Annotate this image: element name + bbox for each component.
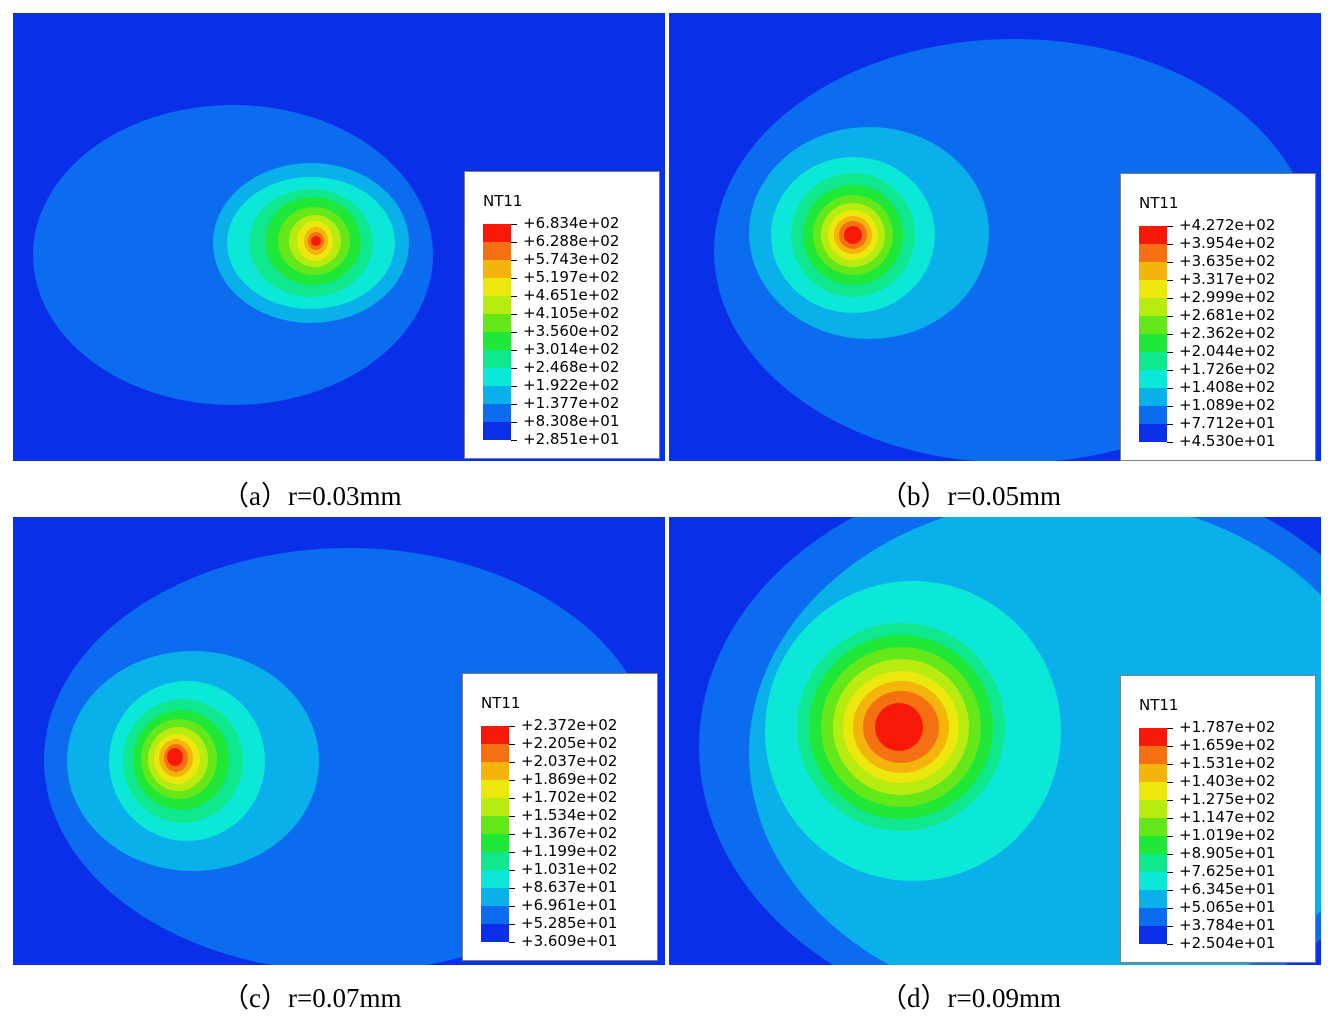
legend-value: +1.019e+02 <box>1179 826 1276 844</box>
legend-value: +1.147e+02 <box>1179 808 1276 826</box>
temperature-field-a <box>33 105 433 405</box>
legend-value: +1.275e+02 <box>1179 790 1276 808</box>
legend-labels: +2.372e+02 +2.205e+02 +2.037e+02 +1.869e… <box>521 716 617 950</box>
legend-value: +2.504e+01 <box>1179 934 1276 952</box>
legend-value: +1.702e+02 <box>521 788 618 806</box>
legend-value: +4.651e+02 <box>523 286 620 304</box>
legend-labels: +4.272e+02 +3.954e+02 +3.635e+02 +3.317e… <box>1179 216 1275 450</box>
legend-title: NT11 <box>481 694 521 712</box>
legend-value: +1.787e+02 <box>1179 718 1276 736</box>
legend-value: +1.659e+02 <box>1179 736 1276 754</box>
legend-value: +1.367e+02 <box>521 824 618 842</box>
contour-panel-b: NT11 +4.272e+02 +3.954e+02 +3.635e+02 +3… <box>669 13 1321 461</box>
legend-value: +3.635e+02 <box>1179 252 1276 270</box>
caption-d: （d）r=0.09mm <box>880 983 1061 1013</box>
legend-b: NT11 +4.272e+02 +3.954e+02 +3.635e+02 +3… <box>1120 173 1316 461</box>
legend-value: +4.530e+01 <box>1179 432 1276 450</box>
legend-value: +2.999e+02 <box>1179 288 1276 306</box>
legend-value: +8.905e+01 <box>1179 844 1276 862</box>
legend-value: +1.403e+02 <box>1179 772 1276 790</box>
legend-value: +5.065e+01 <box>1179 898 1276 916</box>
legend-title: NT11 <box>483 192 523 210</box>
caption-a: （a）r=0.03mm <box>222 481 402 511</box>
legend-value: +5.197e+02 <box>523 268 620 286</box>
legend-value: +2.851e+01 <box>523 430 620 448</box>
legend-value: +6.288e+02 <box>523 232 620 250</box>
legend-value: +6.834e+02 <box>523 214 620 232</box>
legend-labels: +6.834e+02 +6.288e+02 +5.743e+02 +5.197e… <box>523 214 619 448</box>
legend-value: +1.031e+02 <box>521 860 618 878</box>
legend-labels: +1.787e+02 +1.659e+02 +1.531e+02 +1.403e… <box>1179 718 1275 952</box>
legend-color-bar <box>1139 728 1167 944</box>
legend-value: +3.014e+02 <box>523 340 620 358</box>
legend-color-bar <box>481 726 509 942</box>
legend-value: +1.922e+02 <box>523 376 620 394</box>
legend-value: +1.089e+02 <box>1179 396 1276 414</box>
legend-value: +2.362e+02 <box>1179 324 1276 342</box>
legend-value: +4.105e+02 <box>523 304 620 322</box>
legend-c: NT11 +2.372e+02 +2.205e+02 +2.037e+02 +1… <box>462 673 658 961</box>
legend-value: +3.609e+01 <box>521 932 618 950</box>
temperature-field-b <box>714 39 1314 461</box>
legend-a: NT11 +6.834e+02 +6.288e+02 +5.743e+02 +5… <box>464 171 660 459</box>
legend-value: +8.637e+01 <box>521 878 618 896</box>
legend-value: +3.954e+02 <box>1179 234 1276 252</box>
legend-value: +3.560e+02 <box>523 322 620 340</box>
legend-value: +1.534e+02 <box>521 806 618 824</box>
caption-c: （c）r=0.07mm <box>222 983 402 1013</box>
legend-color-bar <box>1139 226 1167 442</box>
legend-value: +2.681e+02 <box>1179 306 1276 324</box>
legend-value: +8.308e+01 <box>523 412 620 430</box>
legend-title: NT11 <box>1139 696 1179 714</box>
legend-value: +5.743e+02 <box>523 250 620 268</box>
legend-value: +7.625e+01 <box>1179 862 1276 880</box>
legend-color-bar <box>483 224 511 440</box>
legend-value: +3.317e+02 <box>1179 270 1276 288</box>
legend-value: +3.784e+01 <box>1179 916 1276 934</box>
legend-value: +6.961e+01 <box>521 896 618 914</box>
legend-value: +1.531e+02 <box>1179 754 1276 772</box>
contour-panel-c: NT11 +2.372e+02 +2.205e+02 +2.037e+02 +1… <box>13 517 665 965</box>
contour-panel-a: NT11 +6.834e+02 +6.288e+02 +5.743e+02 +5… <box>13 13 665 461</box>
legend-value: +1.199e+02 <box>521 842 618 860</box>
legend-value: +1.726e+02 <box>1179 360 1276 378</box>
legend-value: +2.372e+02 <box>521 716 618 734</box>
legend-value: +5.285e+01 <box>521 914 618 932</box>
legend-value: +6.345e+01 <box>1179 880 1276 898</box>
legend-d: NT11 +1.787e+02 +1.659e+02 +1.531e+02 +1… <box>1120 675 1316 963</box>
legend-value: +4.272e+02 <box>1179 216 1276 234</box>
caption-b: （b）r=0.05mm <box>880 481 1061 511</box>
legend-value: +2.044e+02 <box>1179 342 1276 360</box>
legend-value: +2.037e+02 <box>521 752 618 770</box>
contour-panel-d: NT11 +1.787e+02 +1.659e+02 +1.531e+02 +1… <box>669 517 1321 965</box>
legend-title: NT11 <box>1139 194 1179 212</box>
legend-value: +2.468e+02 <box>523 358 620 376</box>
legend-value: +1.408e+02 <box>1179 378 1276 396</box>
legend-value: +2.205e+02 <box>521 734 618 752</box>
legend-value: +7.712e+01 <box>1179 414 1276 432</box>
legend-value: +1.869e+02 <box>521 770 618 788</box>
legend-value: +1.377e+02 <box>523 394 620 412</box>
